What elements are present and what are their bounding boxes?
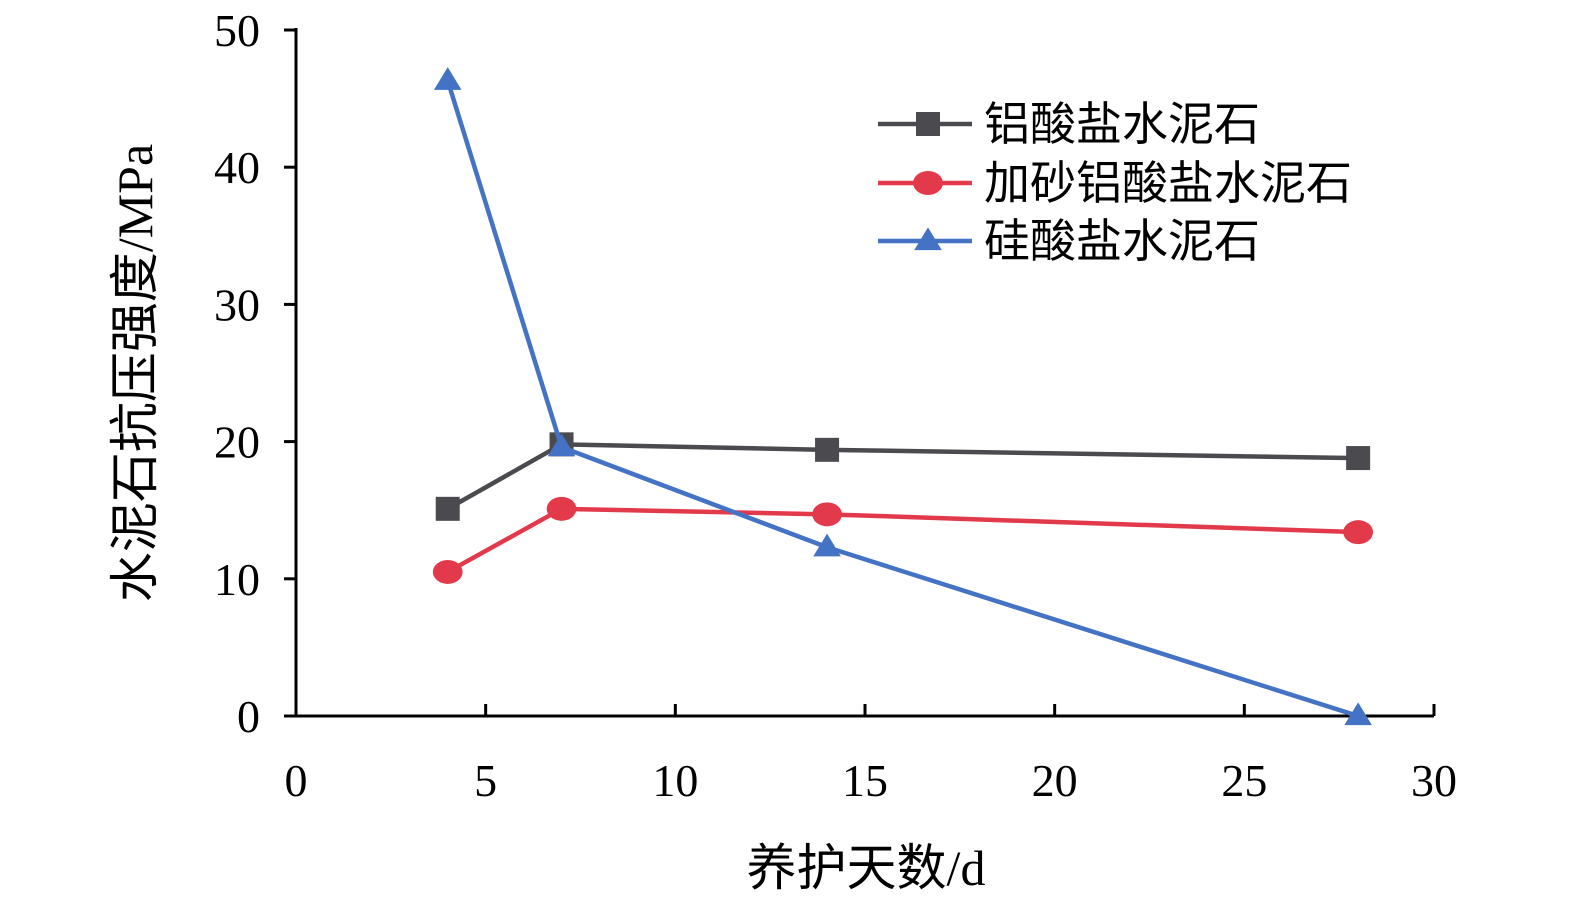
y-tick-label: 0 bbox=[237, 691, 260, 742]
series-line bbox=[446, 442, 1359, 511]
legend-label: 加砂铝酸盐水泥石 bbox=[984, 158, 1352, 209]
data-point bbox=[1346, 446, 1371, 471]
x-axis-title: 养护天数/d bbox=[747, 840, 986, 896]
y-tick-label: 20 bbox=[214, 417, 260, 468]
series-2 bbox=[432, 496, 1374, 584]
series-line bbox=[445, 80, 1359, 719]
legend-label: 铝酸盐水泥石 bbox=[984, 99, 1260, 150]
y-axis-title: 水泥石抗压强度/MPa bbox=[107, 144, 163, 602]
data-point bbox=[1344, 702, 1372, 726]
legend-swatch-marker bbox=[914, 227, 942, 251]
legend-item: 硅酸盐水泥石 bbox=[878, 216, 1260, 267]
y-tick-label: 50 bbox=[214, 5, 260, 56]
data-point bbox=[812, 502, 842, 527]
x-tick-label: 0 bbox=[285, 755, 308, 806]
y-tick-label: 40 bbox=[214, 142, 260, 193]
x-tick-label: 10 bbox=[652, 755, 698, 806]
legend-swatch-marker bbox=[916, 112, 940, 136]
series-layer bbox=[432, 67, 1374, 726]
y-tick-label: 30 bbox=[214, 279, 260, 330]
data-point bbox=[815, 437, 840, 462]
data-point bbox=[432, 559, 463, 584]
legend-label: 硅酸盐水泥石 bbox=[984, 216, 1260, 267]
data-point bbox=[435, 496, 460, 521]
x-tick-label: 25 bbox=[1221, 755, 1267, 806]
legend-item: 铝酸盐水泥石 bbox=[878, 99, 1260, 150]
axes: 0 10 20 30 40 50 0 5 10 15 20 25 30 bbox=[214, 5, 1457, 806]
x-tick-label: 15 bbox=[842, 755, 888, 806]
x-tick-label: 20 bbox=[1032, 755, 1078, 806]
x-tick-label: 30 bbox=[1411, 755, 1457, 806]
data-point bbox=[546, 496, 577, 521]
x-tick-label: 5 bbox=[474, 755, 497, 806]
series-line bbox=[446, 506, 1359, 574]
legend-swatch-marker bbox=[913, 171, 943, 195]
series-1 bbox=[435, 432, 1371, 521]
data-point bbox=[547, 433, 576, 457]
legend-item: 加砂铝酸盐水泥石 bbox=[878, 158, 1352, 209]
data-point bbox=[433, 67, 462, 90]
y-tick-label: 10 bbox=[214, 554, 260, 605]
data-point bbox=[1343, 520, 1374, 545]
data-point bbox=[813, 533, 841, 557]
series-3 bbox=[433, 67, 1372, 726]
